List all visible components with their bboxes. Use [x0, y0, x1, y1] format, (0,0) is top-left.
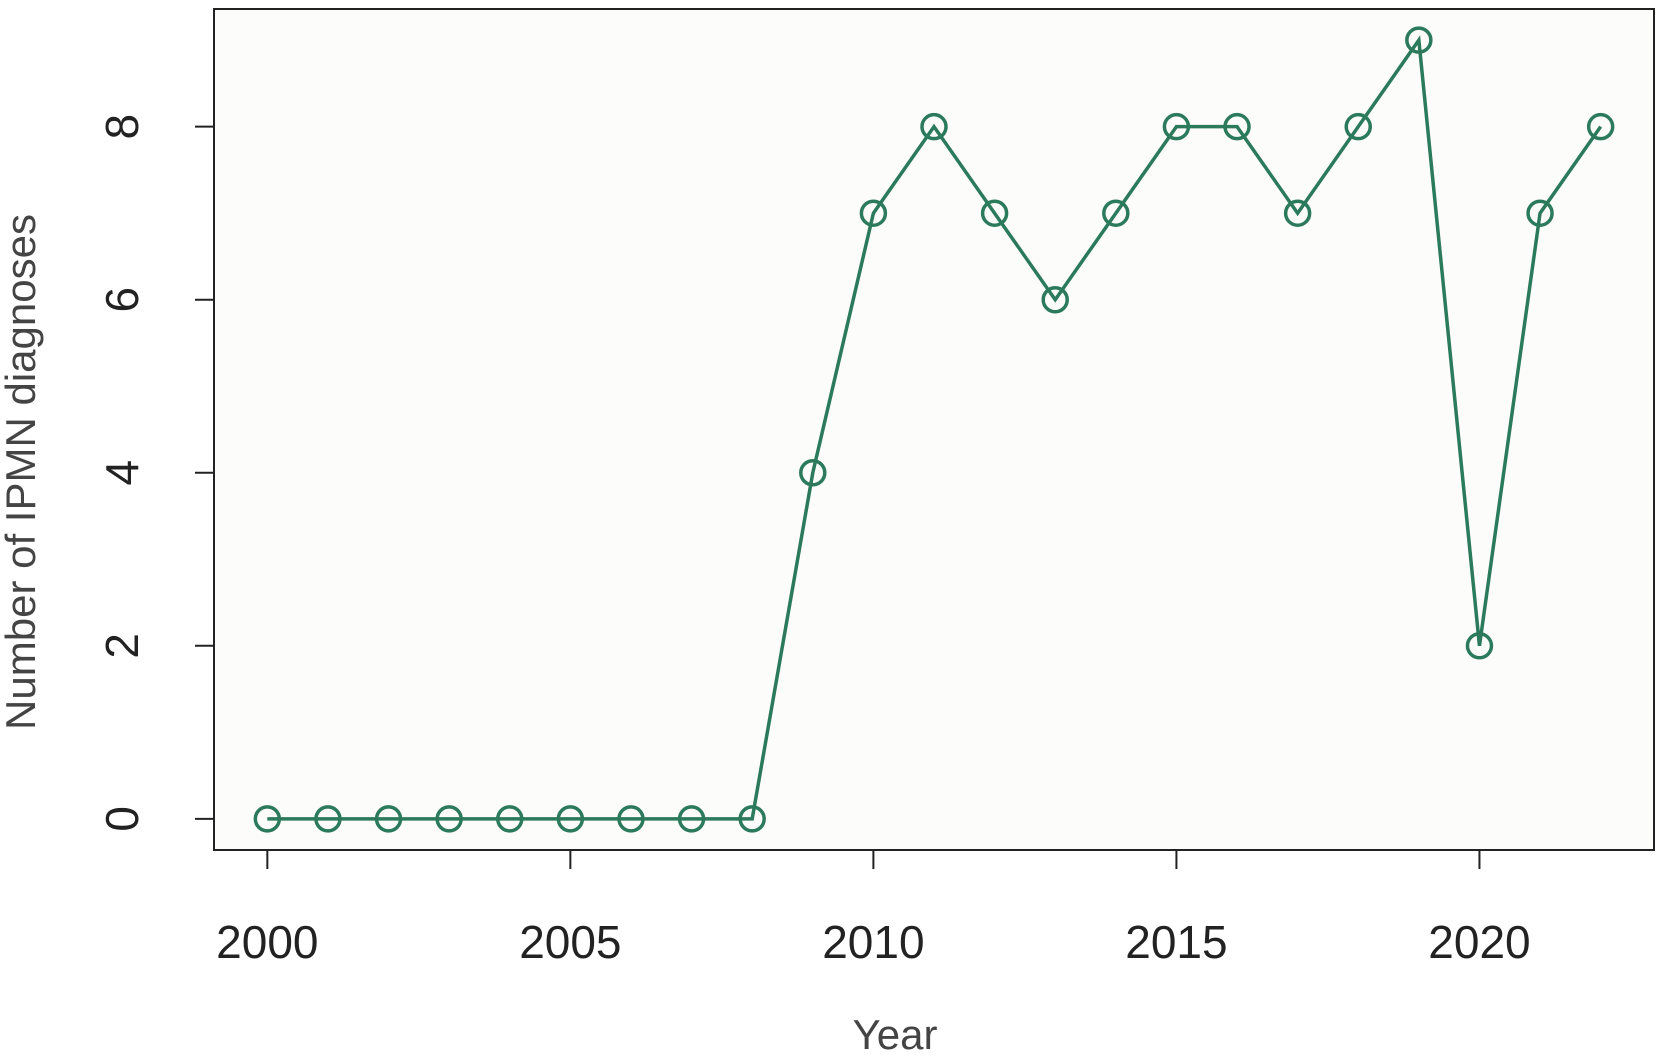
- data-point: [556, 805, 585, 833]
- y-tick-label: 2: [96, 633, 148, 659]
- x-axis-label: Year: [853, 1011, 938, 1058]
- x-tick-label: 2010: [822, 916, 924, 968]
- x-tick-label: 2005: [519, 916, 621, 968]
- data-point: [859, 199, 888, 227]
- data-point: [1465, 632, 1494, 660]
- data-point: [677, 805, 706, 833]
- data-point: [920, 112, 948, 141]
- y-tick-label: 4: [96, 460, 148, 486]
- data-point: [617, 805, 645, 833]
- data-point: [435, 805, 463, 833]
- data-point: [1162, 112, 1191, 141]
- data-point: [496, 805, 524, 833]
- data-point: [1526, 199, 1554, 227]
- data-point: [980, 199, 1009, 227]
- data-point: [1586, 112, 1615, 141]
- y-tick-label: 8: [96, 114, 148, 140]
- data-point: [799, 459, 827, 487]
- y-tick-label: 0: [96, 806, 148, 832]
- data-point: [1405, 26, 1433, 54]
- data-point: [738, 805, 766, 833]
- y-tick-label: 6: [96, 287, 148, 313]
- data-point: [314, 805, 342, 833]
- plot-box: [213, 8, 1655, 851]
- x-tick-label: 2000: [216, 916, 318, 968]
- data-point: [1283, 199, 1312, 227]
- data-point: [1102, 199, 1130, 227]
- data-point: [1344, 112, 1372, 141]
- data-point: [1223, 112, 1251, 141]
- data-point: [253, 805, 282, 833]
- x-tick-label: 2015: [1125, 916, 1227, 968]
- y-axis-label: Number of IPMN diagnoses: [0, 214, 44, 730]
- x-tick-label: 2020: [1428, 916, 1530, 968]
- data-point: [1041, 285, 1069, 314]
- series-line: [267, 35, 1603, 821]
- data-point: [374, 805, 403, 833]
